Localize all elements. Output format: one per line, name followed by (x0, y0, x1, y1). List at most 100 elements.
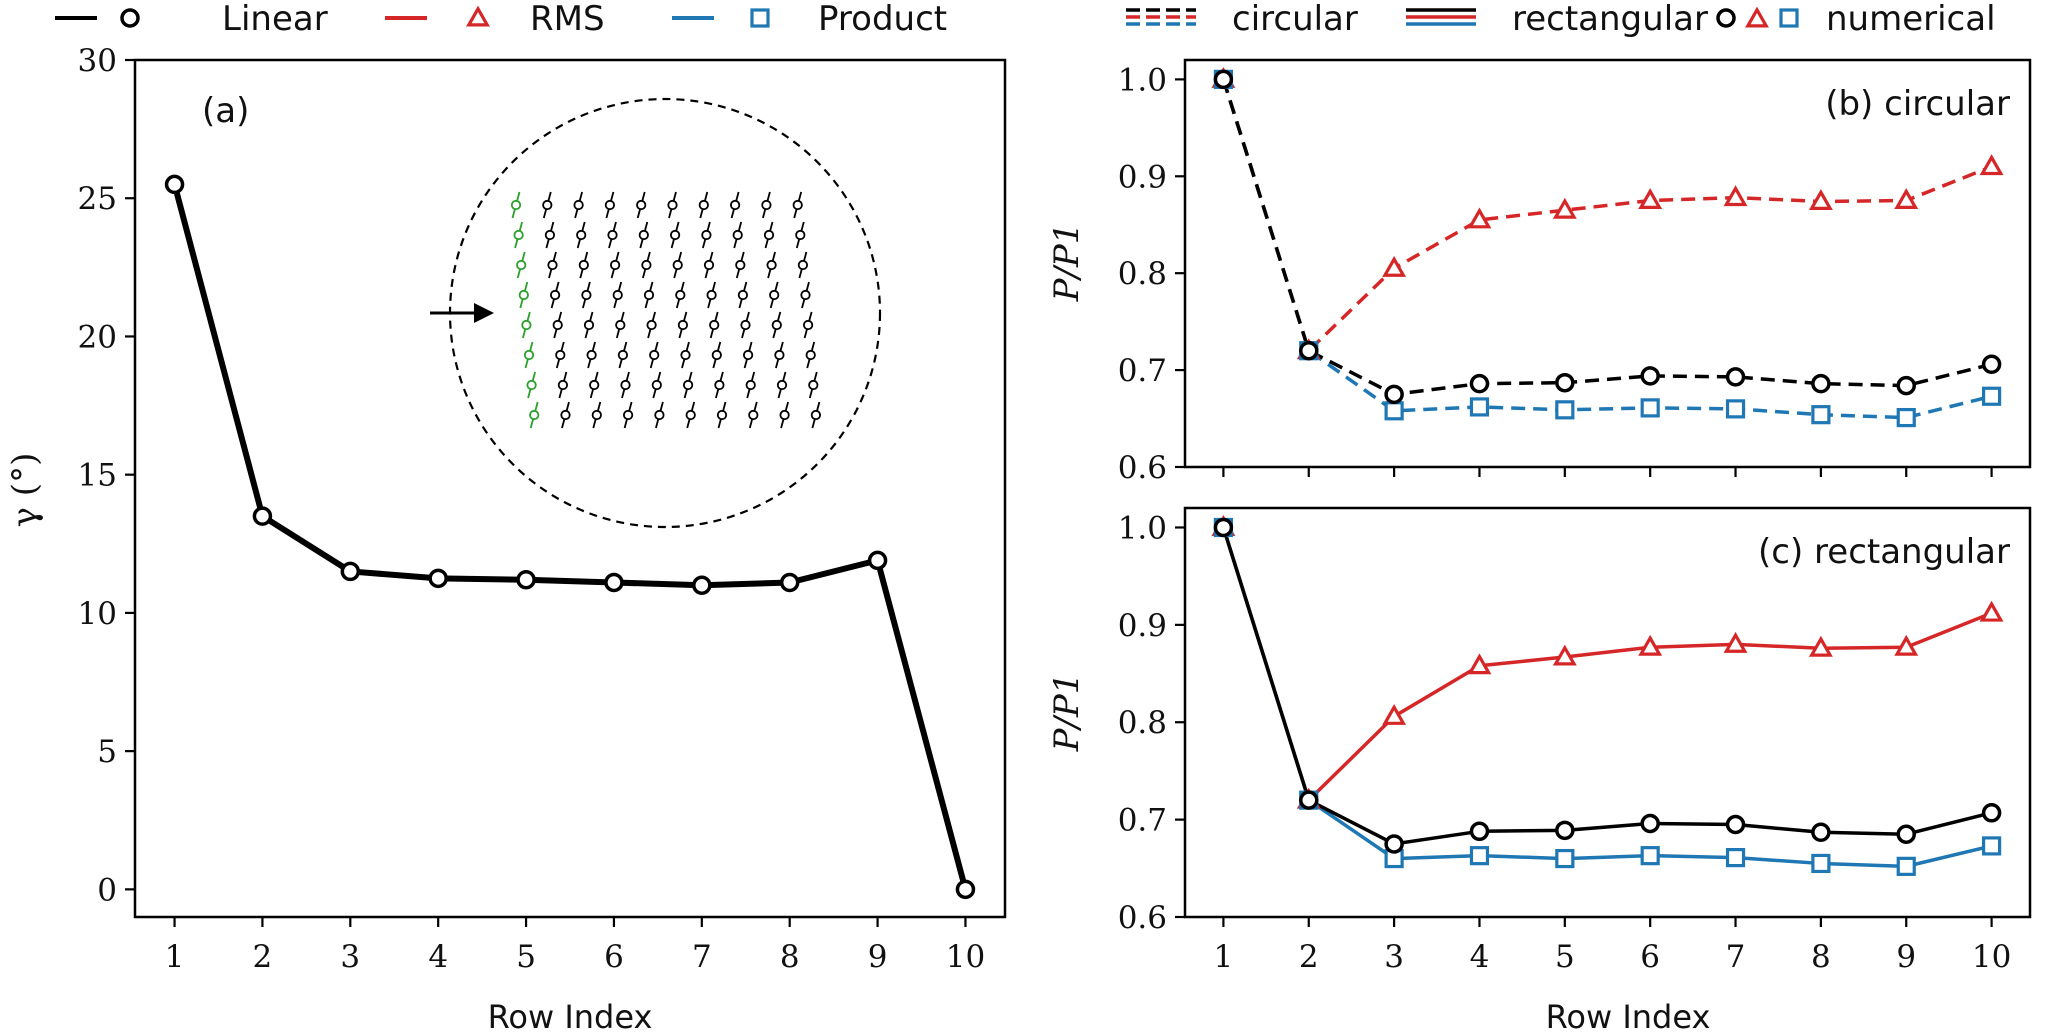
data-point-rms (1638, 188, 1663, 210)
data-point-rms (1808, 189, 1833, 210)
y-tick-label: 0.7 (1118, 803, 1167, 839)
turbine-hub (641, 259, 652, 271)
turbine-hub (555, 349, 566, 361)
x-tick-label: 7 (1726, 939, 1746, 975)
series-line-linear (1221, 78, 1993, 397)
data-point-linear (1384, 834, 1404, 854)
turbine-hub (669, 229, 681, 241)
legend-marker-product (750, 8, 770, 28)
turbine-hub (729, 199, 741, 211)
data-point-product (1555, 848, 1575, 869)
turbine-hub (792, 199, 803, 211)
data-point-linear (1640, 813, 1660, 834)
legend-marker-rms (466, 5, 490, 27)
turbine-hub (615, 319, 626, 331)
turbine-hub (677, 319, 689, 331)
y-axis-label: γ (°) (5, 453, 45, 528)
turbine-hub (682, 379, 694, 391)
data-point-linear (1725, 367, 1746, 387)
turbine-hub (810, 409, 822, 421)
data-point-linear (1213, 69, 1234, 90)
y-axis-label: P/P1 (1047, 223, 1087, 303)
data-point-linear (1896, 824, 1916, 844)
data-point-linear (779, 572, 800, 593)
series-line-linear (171, 183, 969, 891)
y-tick-label: 0.6 (1118, 900, 1167, 936)
turbine-hub (552, 319, 563, 331)
turbine-hub (526, 379, 537, 391)
data-point-linear (1555, 372, 1575, 393)
data-point-linear (604, 572, 624, 593)
x-tick-label: 5 (516, 939, 536, 975)
x-tick-label: 7 (692, 939, 712, 975)
data-point-linear (955, 879, 976, 900)
data-point-rms (1723, 185, 1748, 207)
data-point-rms (1894, 188, 1919, 210)
data-point-linear (1299, 340, 1319, 361)
x-axis-label: Row Index (1546, 998, 1711, 1034)
turbine-hub (510, 199, 522, 211)
turbine-hub (742, 349, 754, 361)
data-point-linear (1811, 822, 1831, 843)
data-point-product (1384, 401, 1404, 421)
turbine-hub (709, 319, 720, 331)
data-point-product (1640, 846, 1660, 866)
legend-right: circular rectangular numerical (1126, 0, 1996, 39)
data-point-rms (1638, 634, 1663, 656)
data-point-rms (1382, 703, 1407, 725)
turbine-hub (735, 259, 746, 271)
legend-label-linear: Linear (222, 0, 328, 39)
series-line-rms (1221, 78, 1993, 353)
turbine-hub (560, 409, 571, 421)
turbine-hub (802, 319, 814, 331)
turbine-hub (654, 409, 665, 421)
turbine-hub (549, 289, 561, 301)
x-tick-label: 2 (253, 939, 273, 975)
turbine-hub (573, 199, 584, 211)
turbine-hub (583, 319, 595, 331)
turbine-hub (529, 409, 540, 421)
x-tick-label: 1 (1214, 939, 1234, 975)
data-point-rms (1979, 154, 2004, 176)
y-tick-label: 10 (78, 596, 117, 632)
turbine-hub (771, 319, 782, 331)
y-tick-label: 0.6 (1118, 450, 1167, 486)
y-tick-label: 1.0 (1118, 510, 1167, 546)
data-point-linear (1299, 790, 1319, 810)
data-point-rms (1894, 634, 1919, 656)
panel-b: 0.6 0.7 0.8 0.9 1.0 (b) circular P/P1 (1047, 58, 2032, 486)
turbine-hub (589, 379, 600, 391)
turbine-hub (737, 289, 749, 301)
data-point-linear (692, 575, 712, 596)
turbine-hub (581, 289, 592, 301)
turbine-hub (604, 199, 616, 211)
turbine-hub (591, 409, 602, 421)
data-point-linear (867, 550, 888, 571)
legend-left: Linear RMS Product (55, 0, 947, 39)
y-tick-label: 0 (97, 872, 117, 908)
turbine-hub (518, 289, 529, 301)
turbine-hub (513, 229, 524, 241)
panel-label-a: (a) (202, 91, 249, 131)
y-tick-label: 30 (78, 43, 117, 79)
x-axis-label: Row Index (488, 998, 653, 1034)
x-tick-label: 9 (868, 939, 888, 975)
turbine-hub (617, 349, 629, 361)
turbine-hub (521, 319, 532, 331)
turbine-hub (763, 229, 775, 241)
data-point-linear (1981, 803, 2002, 823)
x-tick-label: 8 (780, 939, 800, 975)
turbine-hub (795, 229, 806, 241)
data-point-linear (252, 506, 273, 526)
turbine-hub (714, 379, 725, 391)
turbine-hub (576, 229, 587, 241)
turbine-hub (672, 259, 683, 271)
turbine-hub (808, 379, 819, 391)
data-point-linear (428, 568, 448, 589)
x-tick-label: 6 (1640, 939, 1660, 975)
turbine-hub (774, 349, 785, 361)
legend-marker-circle (1716, 8, 1736, 28)
panel-a: 0 5 10 15 20 25 30 1 2 3 4 5 6 7 8 9 10 (a) Row Index γ (°) (5, 43, 1007, 1034)
data-point-product (1981, 386, 2002, 406)
legend-label-circular: circular (1232, 0, 1358, 39)
